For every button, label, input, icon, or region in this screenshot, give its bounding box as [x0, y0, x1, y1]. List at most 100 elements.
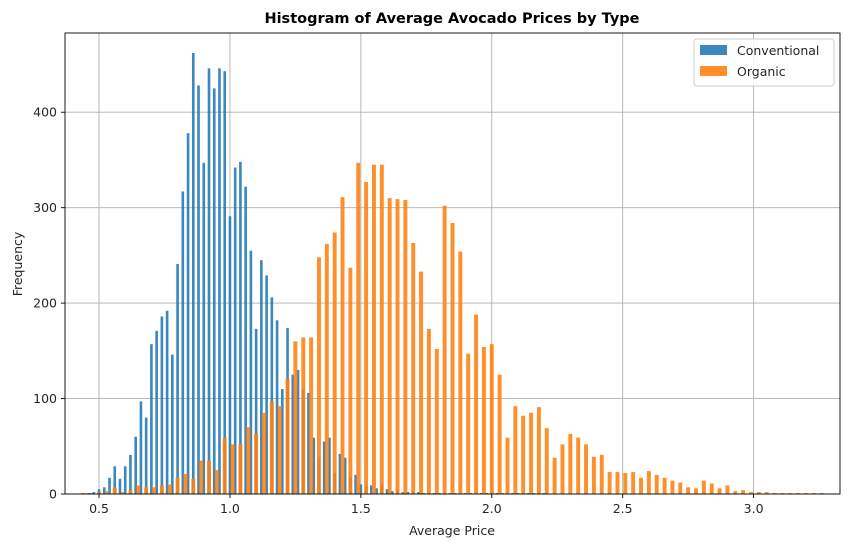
organic-bar [214, 470, 219, 494]
conventional-bar [312, 437, 316, 494]
y-axis-label: Frequency [10, 231, 25, 296]
organic-bar [434, 348, 439, 494]
organic-bar [505, 437, 510, 494]
organic-bar [238, 444, 243, 494]
conventional-bar [181, 191, 185, 495]
conventional-bar [129, 454, 132, 494]
x-tick-label: 1.0 [220, 501, 240, 516]
conventional-bar [390, 491, 394, 494]
organic-bar [183, 473, 188, 494]
conventional-bar [270, 297, 274, 494]
organic-bar [725, 485, 730, 494]
conventional-bar [155, 330, 158, 494]
organic-bar [701, 480, 706, 494]
conventional-bar [401, 492, 405, 494]
organic-bar [403, 200, 408, 494]
organic-bar [371, 164, 376, 494]
conventional-bar [406, 492, 410, 494]
conventional-bar [139, 401, 143, 494]
chart-title: Histogram of Average Avocado Prices by T… [264, 11, 639, 27]
organic-bar [717, 488, 722, 494]
conventional-bar [223, 71, 227, 495]
organic-bar [811, 493, 816, 494]
organic-bar [277, 406, 282, 494]
conventional-bar [328, 437, 331, 494]
conventional-bar [422, 493, 426, 494]
organic-bar [481, 347, 486, 494]
organic-bar [301, 337, 306, 494]
conventional-bar [102, 487, 106, 494]
organic-bar [568, 433, 573, 494]
conventional-bar [511, 493, 515, 494]
conventional-bar [479, 493, 483, 494]
organic-bar [387, 198, 392, 494]
conventional-bar [186, 133, 190, 494]
organic-bar [529, 412, 534, 494]
organic-bar [254, 433, 259, 494]
conventional-bar [275, 320, 279, 494]
conventional-bar [97, 489, 101, 494]
conventional-bar [500, 493, 504, 494]
organic-bar [97, 492, 102, 494]
organic-bar [686, 487, 691, 494]
conventional-bar [516, 493, 520, 494]
conventional-bar [260, 260, 263, 494]
organic-bar [120, 492, 125, 494]
organic-bar [112, 487, 117, 494]
conventional-bar [171, 354, 174, 494]
organic-bar [309, 337, 314, 494]
organic-bar [199, 460, 204, 494]
x-axis-label: Average Price [409, 523, 495, 538]
organic-bar [670, 480, 675, 494]
organic-bar [222, 437, 227, 494]
organic-bar [364, 181, 369, 494]
organic-bar [694, 488, 698, 494]
organic-bar [756, 492, 761, 494]
organic-bar [207, 460, 211, 494]
organic-bar [191, 478, 196, 494]
conventional-bar [464, 493, 467, 494]
organic-bar [426, 328, 431, 494]
conventional-bar [532, 493, 535, 494]
y-tick-label: 0 [49, 487, 57, 502]
organic-bar [324, 243, 329, 494]
conventional-bar [87, 493, 90, 494]
organic-bar [450, 222, 455, 494]
legend-box [693, 38, 835, 87]
conventional-bar [191, 53, 195, 494]
organic-bar [819, 493, 824, 494]
y-tick-label: 300 [33, 200, 57, 215]
organic-bar [552, 457, 557, 494]
organic-bar [607, 472, 612, 494]
x-axis-ticks: 0.5 1.0 1.5 2.0 2.5 3.0 [89, 494, 764, 516]
conventional-bar [197, 85, 200, 495]
organic-bar [128, 490, 133, 494]
organic-bar [489, 344, 494, 494]
organic-bar [395, 199, 400, 495]
conventional-bar [244, 186, 247, 494]
organic-bar [262, 412, 266, 494]
conventional-bar [469, 493, 473, 494]
conventional-bar [228, 216, 232, 495]
organic-bar [584, 444, 588, 494]
organic-bar [89, 493, 94, 494]
conventional-bar [354, 474, 357, 494]
organic-bar [803, 493, 808, 494]
conventional-bar [108, 477, 111, 494]
legend-label-conventional: Conventional [737, 43, 819, 58]
organic-bar [144, 487, 149, 494]
conventional-bar [165, 310, 169, 494]
organic-bar [348, 267, 353, 494]
conventional-bar [438, 493, 441, 494]
conventional-bar [144, 417, 148, 494]
organic-bar [788, 493, 793, 494]
x-tick-label: 2.5 [613, 501, 633, 516]
plot-frame [64, 32, 841, 495]
organic-bar [167, 484, 172, 494]
organic-bar [356, 162, 361, 494]
conventional-bar [113, 466, 117, 494]
legend: Conventional Organic [693, 38, 835, 87]
organic-bar [458, 251, 463, 494]
conventional-bar [123, 466, 127, 494]
conventional-bar [212, 88, 216, 494]
